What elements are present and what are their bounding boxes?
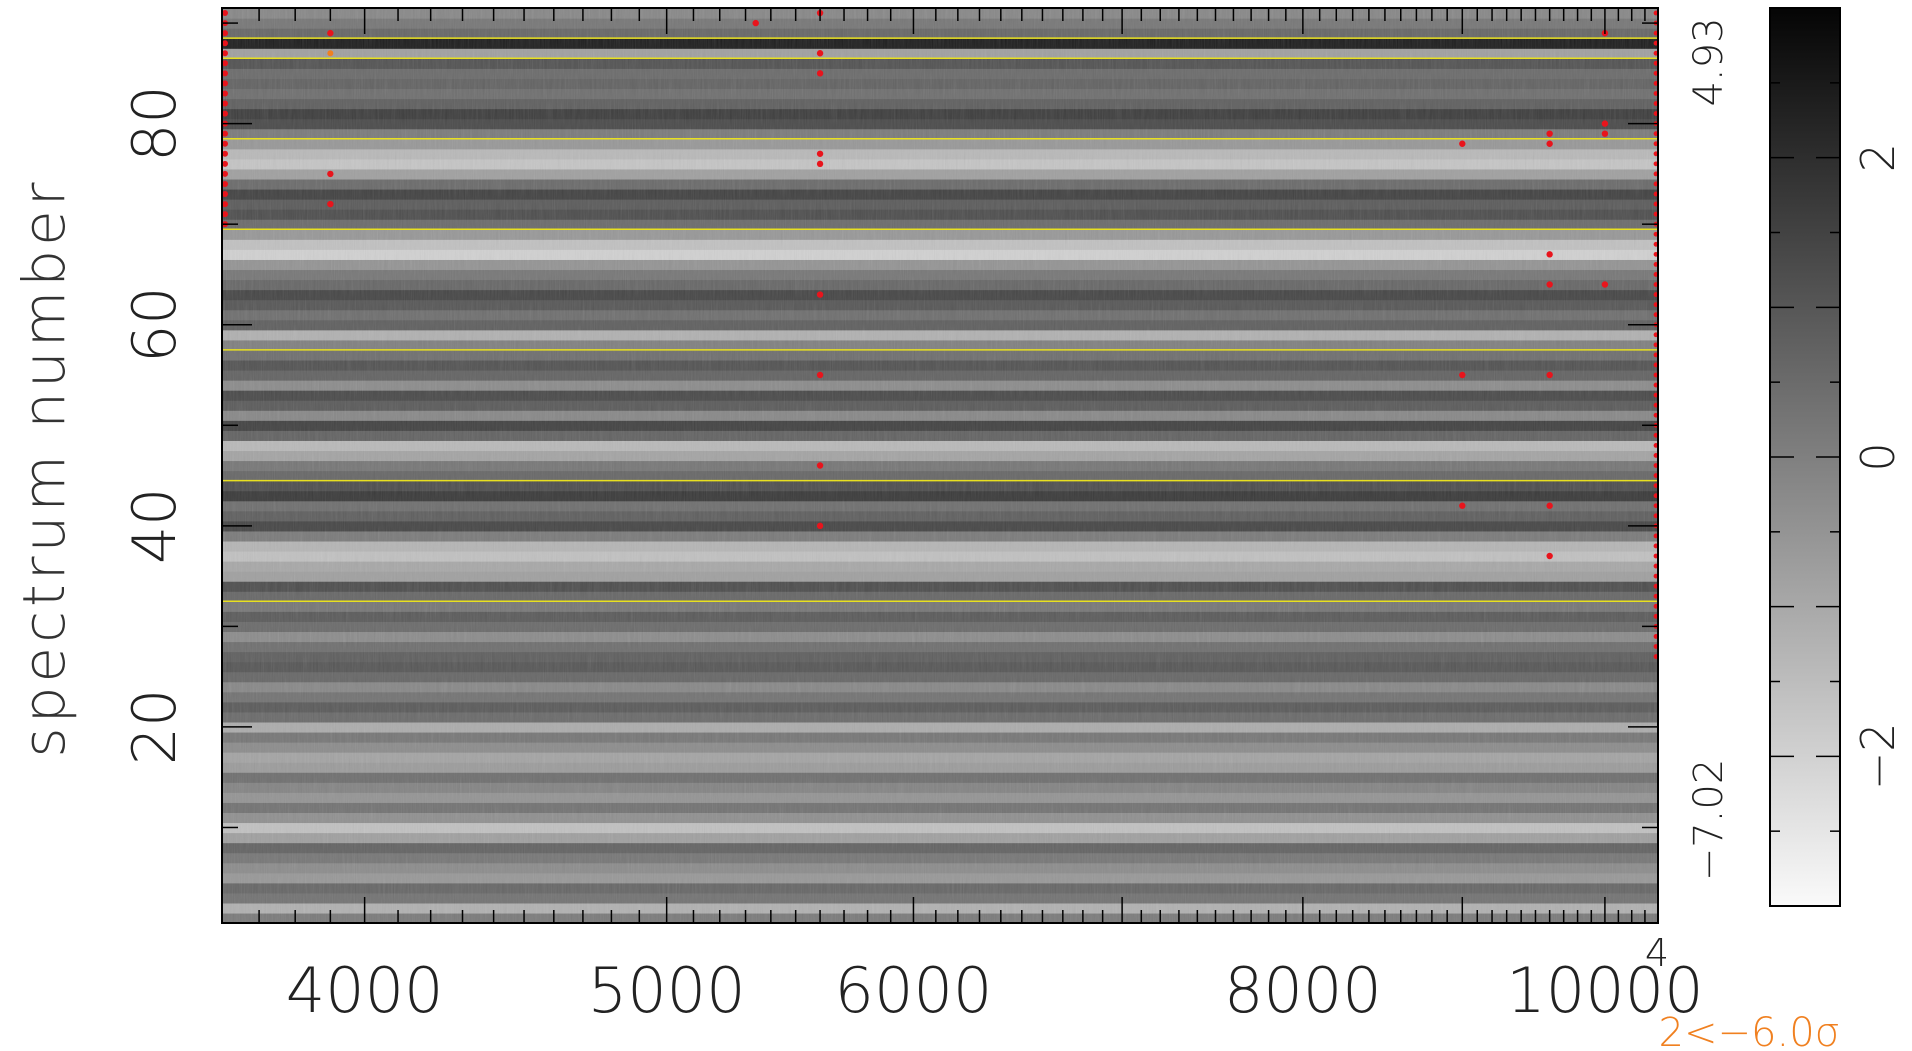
edge-flag-left	[222, 30, 228, 37]
flagged-pixel	[1459, 140, 1466, 147]
edge-flag-left	[222, 201, 228, 208]
y-tick-label: 80	[120, 85, 190, 161]
edge-flag-left	[222, 140, 228, 147]
edge-flag-left	[222, 180, 228, 187]
flagged-pixel	[816, 522, 824, 530]
flagged-pixel	[816, 70, 824, 77]
edge-flag-left	[222, 150, 228, 157]
edge-flag-left	[222, 10, 228, 17]
x-tick-label: 5000	[588, 954, 746, 1027]
flagged-pixel	[1601, 130, 1609, 137]
y-tick-label: 40	[120, 488, 190, 564]
flagged-pixel	[816, 50, 824, 57]
flagged-pixel	[1546, 502, 1553, 509]
flagged-pixel	[327, 170, 334, 178]
edge-flag-left	[222, 70, 228, 77]
y-axis: 20 40 60 80	[120, 22, 1658, 829]
flagged-pixel	[816, 160, 824, 168]
flagged-pixel	[816, 462, 824, 469]
colorbar-tick-label: 0	[1851, 442, 1905, 471]
edge-flag-left	[222, 80, 228, 87]
bundle-boundaries	[222, 37, 1658, 602]
edge-flag-left	[222, 100, 228, 107]
flagged-pixel	[1459, 371, 1466, 379]
flag-count-note: 2<−6.0σ	[1659, 1010, 1840, 1051]
x-tick-label: 10000	[1506, 954, 1703, 1027]
edge-flag-left	[222, 90, 228, 97]
edge-flag-left	[222, 110, 228, 117]
low-pixel	[327, 50, 334, 57]
edge-flag-left	[222, 211, 228, 218]
edge-flag-left	[222, 40, 228, 47]
x-tick-label: 4000	[286, 954, 444, 1027]
edge-flag-left	[222, 170, 228, 177]
plot-frame	[221, 7, 1659, 924]
min-value-label: −7.02	[1686, 759, 1732, 882]
flagged-pixel	[327, 200, 334, 208]
x-tick-label: 8000	[1224, 954, 1382, 1027]
flagged-pixel	[816, 150, 824, 157]
x-axis: 4000 5000 6000 8000 10000	[258, 8, 1704, 1027]
colorbar-tick-label: 2	[1851, 143, 1905, 172]
flagged-pixel	[1601, 281, 1609, 288]
y-tick-label: 20	[120, 689, 190, 765]
edge-flag-left	[222, 60, 228, 67]
flagged-pixel	[1601, 120, 1609, 127]
x-extra-tick-label: 4	[1645, 931, 1669, 975]
y-tick-label: 60	[120, 287, 190, 363]
flagged-pixel	[1546, 552, 1553, 560]
edge-flag-left	[222, 191, 228, 198]
flagged-pixel	[1546, 251, 1553, 258]
flagged-pixel	[816, 371, 824, 379]
edge-flag-left	[222, 50, 228, 57]
flagged-pixel	[1546, 130, 1553, 137]
colorbar: −2 0 2	[1769, 7, 1905, 907]
y-axis-label: spectrum number	[10, 178, 78, 757]
x-tick-label: 6000	[835, 954, 993, 1027]
flagged-pixel	[327, 29, 334, 37]
flagged-pixel	[752, 19, 759, 27]
flagged-pixel	[1459, 502, 1466, 509]
colorbar-tick-label: −2	[1851, 722, 1905, 790]
max-value-label: 4.93	[1686, 17, 1732, 106]
flagged-pixel	[816, 291, 824, 298]
flagged-pixel	[1546, 371, 1553, 379]
flagged-pixel	[1546, 281, 1553, 288]
edge-flag-left	[222, 130, 228, 137]
edge-flag-left	[222, 160, 228, 167]
flagged-pixel	[1546, 140, 1553, 147]
heatmap-noise-overlay	[222, 8, 1658, 923]
